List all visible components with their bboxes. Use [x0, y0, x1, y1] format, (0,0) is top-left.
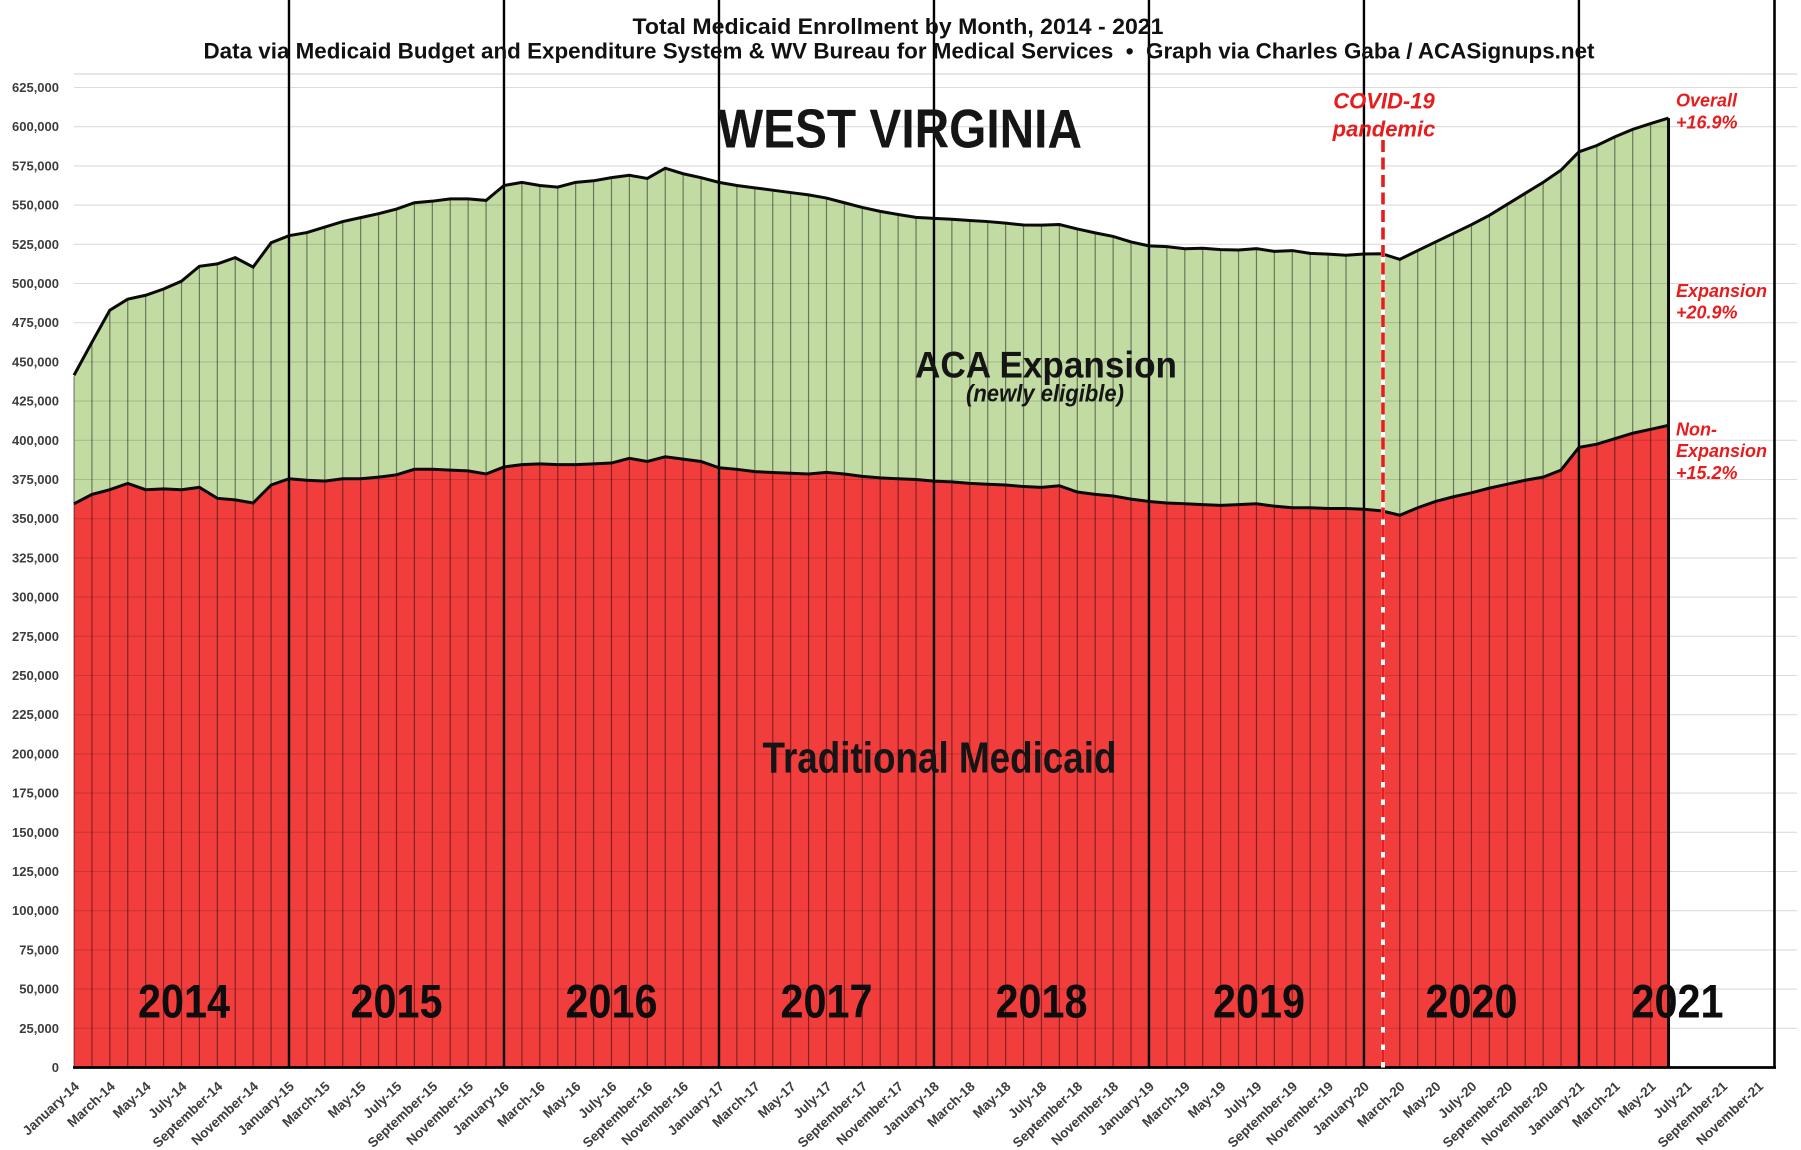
svg-text:2014: 2014: [138, 975, 230, 1028]
svg-text:2017: 2017: [781, 975, 873, 1028]
svg-text:250,000: 250,000: [12, 668, 59, 683]
svg-text:550,000: 550,000: [12, 198, 59, 213]
svg-text:pandemic: pandemic: [1332, 117, 1436, 142]
svg-text:350,000: 350,000: [12, 511, 59, 526]
svg-text:0: 0: [52, 1060, 59, 1075]
svg-text:Traditional Medicaid: Traditional Medicaid: [763, 734, 1117, 783]
svg-text:+15.2%: +15.2%: [1676, 463, 1738, 483]
svg-text:2019: 2019: [1213, 975, 1305, 1028]
svg-text:Expansion: Expansion: [1676, 441, 1767, 461]
svg-text:WEST VIRGINIA: WEST VIRGINIA: [718, 98, 1082, 160]
svg-text:2016: 2016: [566, 975, 658, 1028]
svg-text:Overall: Overall: [1676, 91, 1738, 111]
svg-text:COVID-19: COVID-19: [1333, 89, 1435, 114]
svg-text:Non-: Non-: [1676, 420, 1717, 440]
svg-text:175,000: 175,000: [12, 786, 59, 801]
svg-text:Expansion: Expansion: [1676, 281, 1767, 301]
svg-text:100,000: 100,000: [12, 903, 59, 918]
svg-text:Total Medicaid Enrollment by M: Total Medicaid Enrollment by Month, 2014…: [633, 14, 1164, 39]
svg-text:425,000: 425,000: [12, 394, 59, 409]
svg-text:300,000: 300,000: [12, 590, 59, 605]
svg-text:625,000: 625,000: [12, 80, 59, 95]
svg-text:+20.9%: +20.9%: [1676, 303, 1738, 323]
svg-text:500,000: 500,000: [12, 276, 59, 291]
svg-text:525,000: 525,000: [12, 237, 59, 252]
svg-text:475,000: 475,000: [12, 315, 59, 330]
svg-text:Data via Medicaid Budget and E: Data via Medicaid Budget and Expenditure…: [204, 39, 1596, 64]
svg-text:400,000: 400,000: [12, 433, 59, 448]
svg-text:(newly eligible): (newly eligible): [966, 381, 1124, 408]
svg-text:450,000: 450,000: [12, 354, 59, 369]
svg-text:+16.9%: +16.9%: [1676, 113, 1738, 133]
svg-text:75,000: 75,000: [19, 942, 59, 957]
svg-text:2015: 2015: [351, 975, 443, 1028]
svg-text:375,000: 375,000: [12, 472, 59, 487]
svg-text:600,000: 600,000: [12, 119, 59, 134]
svg-text:125,000: 125,000: [12, 864, 59, 879]
svg-text:275,000: 275,000: [12, 629, 59, 644]
svg-text:2021: 2021: [1632, 975, 1724, 1028]
svg-text:ACA Expansion: ACA Expansion: [915, 345, 1177, 386]
svg-text:575,000: 575,000: [12, 158, 59, 173]
svg-text:200,000: 200,000: [12, 746, 59, 761]
svg-text:2018: 2018: [996, 975, 1088, 1028]
svg-text:50,000: 50,000: [19, 982, 59, 997]
svg-text:225,000: 225,000: [12, 707, 59, 722]
svg-text:150,000: 150,000: [12, 825, 59, 840]
svg-text:325,000: 325,000: [12, 550, 59, 565]
svg-text:2020: 2020: [1426, 975, 1518, 1028]
svg-text:25,000: 25,000: [19, 1021, 59, 1036]
